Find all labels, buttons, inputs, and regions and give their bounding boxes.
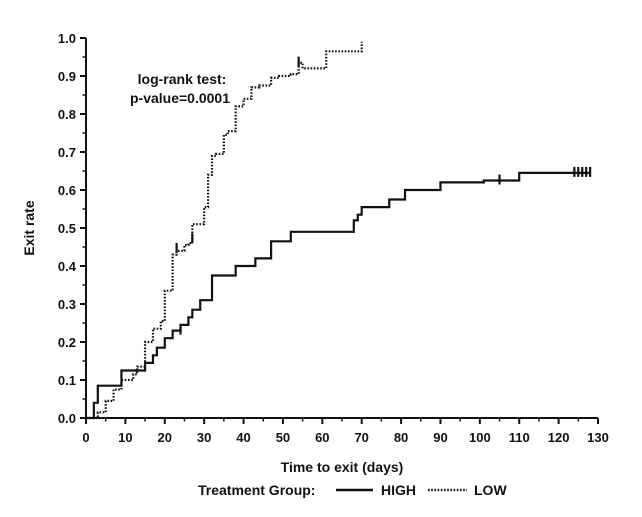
y-tick-label: 0.6 <box>58 183 76 198</box>
y-tick-label: 0.9 <box>58 69 76 84</box>
y-tick-label: 0.4 <box>58 259 77 274</box>
x-tick-label: 20 <box>158 430 172 445</box>
x-tick-label: 120 <box>548 430 570 445</box>
x-tick-label: 80 <box>394 430 408 445</box>
y-tick-label: 0.1 <box>58 373 76 388</box>
y-tick-label: 0.5 <box>58 221 76 236</box>
y-axis-title: Exit rate <box>21 200 37 255</box>
annotation-line-2: p-value=0.0001 <box>130 90 230 106</box>
y-tick-label: 0.3 <box>58 297 76 312</box>
y-tick-label: 0.8 <box>58 107 76 122</box>
series-line-low <box>86 41 363 420</box>
y-tick-label: 0.7 <box>58 145 76 160</box>
x-tick-label: 70 <box>354 430 368 445</box>
x-tick-label: 30 <box>197 430 211 445</box>
legend-title: Treatment Group: <box>198 482 315 498</box>
x-tick-label: 50 <box>276 430 290 445</box>
x-tick-label: 10 <box>118 430 132 445</box>
series-line-high <box>86 171 591 420</box>
series-layer <box>86 41 592 420</box>
x-tick-label: 110 <box>509 430 530 445</box>
y-tick-label: 1.0 <box>58 31 76 46</box>
x-tick-label: 60 <box>315 430 329 445</box>
x-ticks: 0 10 20 30 40 50 60 70 80 90 100 110 120 130 <box>82 418 609 445</box>
y-ticks: 0.0 0.1 0.2 0.3 0.4 0.5 0.6 0.7 0.8 0.9 1.0 <box>58 31 86 426</box>
x-tick-label: 40 <box>236 430 250 445</box>
y-tick-label: 0.0 <box>58 411 76 426</box>
y-tick-label: 0.2 <box>58 335 76 350</box>
x-tick-label: 130 <box>587 430 609 445</box>
axes: 0.0 0.1 0.2 0.3 0.4 0.5 0.6 0.7 0.8 0.9 1.0 0 10 20 3… <box>58 31 609 445</box>
x-tick-label: 0 <box>82 430 89 445</box>
annotation-line-1: log-rank test: <box>138 71 227 87</box>
x-axis-title: Time to exit (days) <box>281 459 404 475</box>
legend-label-high: HIGH <box>381 482 416 498</box>
x-tick-label: 100 <box>469 430 491 445</box>
legend-label-low: LOW <box>474 482 507 498</box>
legend: Treatment Group: HIGH LOW <box>198 482 507 498</box>
x-tick-label: 90 <box>433 430 447 445</box>
